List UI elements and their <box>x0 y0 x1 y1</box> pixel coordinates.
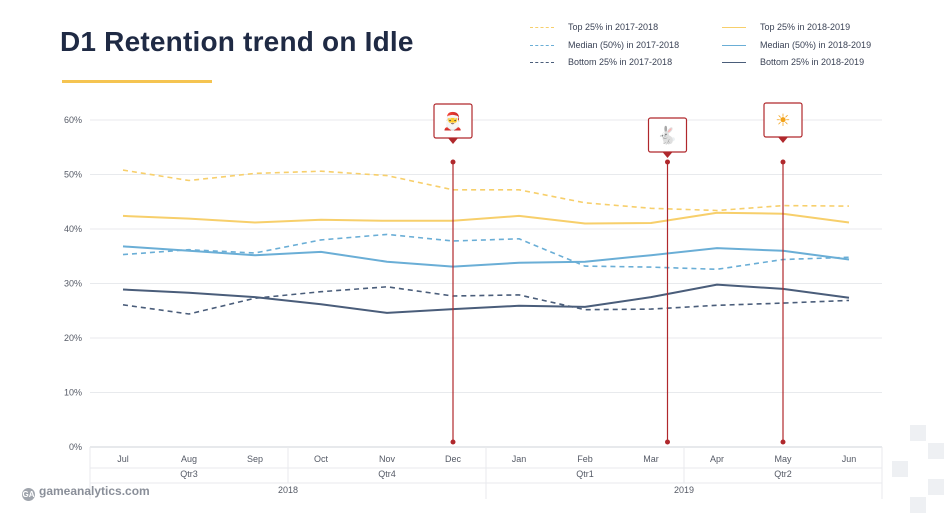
legend-label: Median (50%) in 2017-2018 <box>568 40 680 50</box>
year-label: 2018 <box>278 485 298 495</box>
x-tick-label: Sep <box>247 454 263 464</box>
legend-swatch <box>530 62 554 63</box>
santa-icon: 🎅 <box>442 111 463 132</box>
logo-text: gameanalytics.com <box>39 484 150 498</box>
y-tick-label: 30% <box>64 279 82 289</box>
marker-pointer <box>778 137 788 143</box>
legend: Top 25% in 2017-2018 Median (50%) in 201… <box>530 22 930 72</box>
year-label: 2019 <box>674 485 694 495</box>
marker-dot <box>450 159 456 165</box>
x-tick-label: Aug <box>181 454 197 464</box>
marker-dot <box>780 159 786 165</box>
marker-dot <box>665 439 670 445</box>
legend-swatch <box>530 45 554 46</box>
y-tick-label: 20% <box>64 333 82 343</box>
y-tick-label: 10% <box>64 388 82 398</box>
series-line <box>122 283 850 314</box>
x-tick-label: Oct <box>314 454 329 464</box>
decorative-square <box>928 443 944 459</box>
decorative-square <box>928 479 944 495</box>
marker-pointer <box>662 152 673 158</box>
marker-dot <box>780 439 786 445</box>
legend-label: Top 25% in 2017-2018 <box>568 22 659 32</box>
quarter-label: Qtr4 <box>378 469 396 479</box>
logo: GA gameanalytics.com <box>22 484 150 501</box>
title-underline <box>62 80 212 83</box>
series-line <box>122 169 850 212</box>
x-tick-label: Jul <box>117 454 129 464</box>
quarter-label: Qtr1 <box>576 469 594 479</box>
x-tick-label: May <box>774 454 792 464</box>
series-line <box>122 285 850 315</box>
quarter-label: Qtr3 <box>180 469 198 479</box>
series-line <box>122 233 850 271</box>
sun-icon: ☀ <box>775 111 790 131</box>
decorative-square <box>910 497 926 513</box>
marker-pointer <box>448 138 458 144</box>
series-line <box>122 245 850 268</box>
chart-title: D1 Retention trend on Idle <box>60 26 414 57</box>
y-tick-label: 60% <box>64 115 82 125</box>
x-tick-label: Jun <box>842 454 857 464</box>
x-tick-label: Feb <box>577 454 593 464</box>
legend-label: Bottom 25% in 2017-2018 <box>568 57 673 67</box>
legend-label: Median (50%) in 2018-2019 <box>760 40 872 50</box>
x-tick-label: Jan <box>512 454 527 464</box>
x-tick-label: Dec <box>445 454 462 464</box>
y-tick-label: 50% <box>64 170 82 180</box>
x-tick-label: Mar <box>643 454 659 464</box>
quarter-label: Qtr2 <box>774 469 792 479</box>
legend-swatch <box>530 27 554 28</box>
marker-dot <box>665 159 670 165</box>
y-tick-label: 0% <box>69 442 82 452</box>
series-line <box>122 211 850 225</box>
y-tick-label: 40% <box>64 224 82 234</box>
legend-label: Bottom 25% in 2018-2019 <box>760 57 865 67</box>
rabbit-icon: 🐇 <box>657 125 678 146</box>
legend-swatch <box>722 45 746 46</box>
gameanalytics-logo-icon: GA <box>22 488 35 501</box>
legend-swatch <box>722 62 746 63</box>
decorative-square <box>892 461 908 477</box>
legend-label: Top 25% in 2018-2019 <box>760 22 851 32</box>
marker-dot <box>450 439 456 445</box>
x-tick-label: Nov <box>379 454 396 464</box>
decorative-square <box>910 425 926 441</box>
legend-swatch <box>722 27 746 28</box>
x-tick-label: Apr <box>710 454 724 464</box>
